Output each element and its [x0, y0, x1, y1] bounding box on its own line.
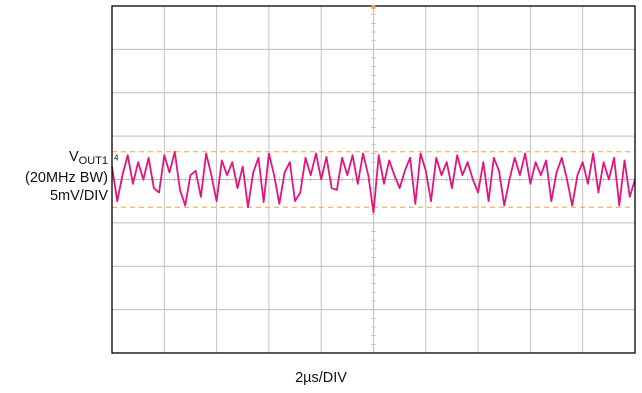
channel-marker: 4: [114, 154, 119, 163]
trace-layer: [111, 150, 636, 214]
horizontal-scale-label: 2µs/DIV: [295, 370, 347, 386]
channel-subscript: OUT1: [78, 155, 108, 167]
bandwidth-label: (20MHz BW): [25, 170, 108, 186]
vertical-scale-label: 5mV/DIV: [49, 188, 108, 204]
channel-name: V: [68, 149, 79, 165]
channel-name-label: VOUT1: [69, 149, 108, 169]
trace-ch4: [111, 150, 636, 214]
trigger-position-marker: [371, 5, 376, 9]
center-ticks: [111, 5, 636, 354]
